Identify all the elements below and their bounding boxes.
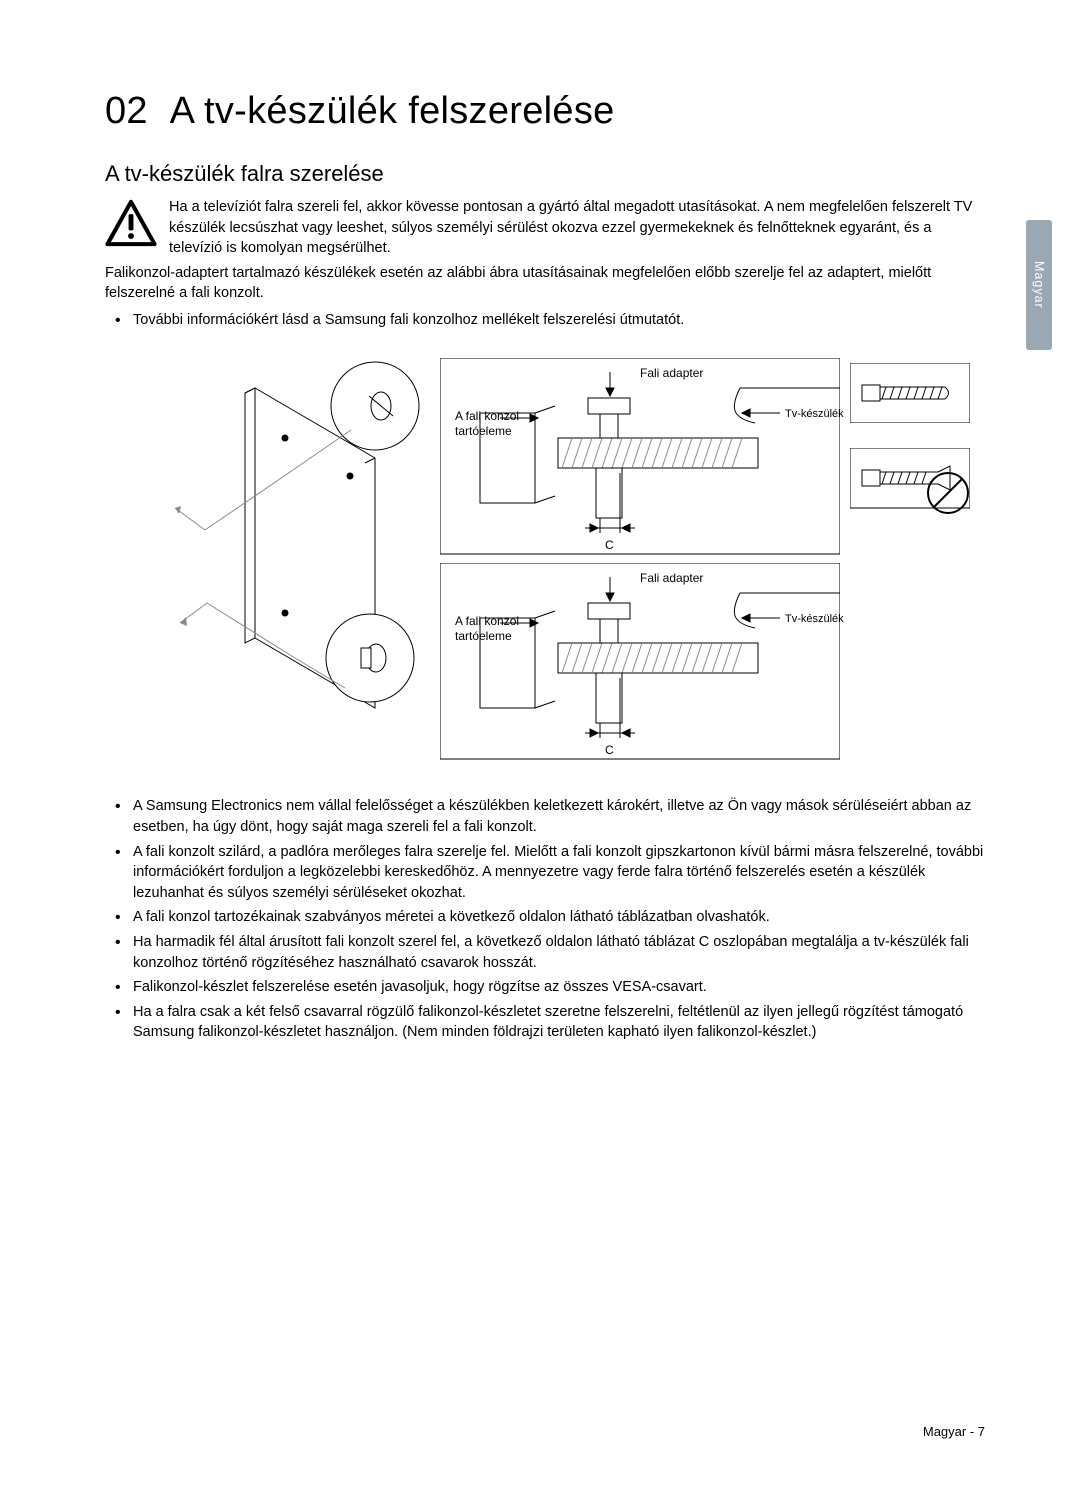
list-item: Falikonzol-készlet felszerelése esetén j…	[133, 977, 985, 998]
label-konzol-bottom-l2: tartóeleme	[455, 629, 512, 643]
diagram-detail-bottom	[440, 563, 840, 763]
bottom-bullet-list: A Samsung Electronics nem vállal felelős…	[105, 796, 985, 1042]
chapter-title: 02 A tv-készülék felszerelése	[105, 90, 985, 133]
diagram: Fali adapter A fali konzol tartóeleme Tv…	[105, 348, 985, 768]
diagram-detail-top	[440, 358, 840, 558]
chapter-title-text: A tv-készülék felszerelése	[170, 90, 615, 132]
side-language-tab: Magyar	[1026, 220, 1052, 350]
label-tv-top: Tv-készülék	[785, 408, 844, 420]
bolt-correct-icon	[850, 363, 970, 423]
list-item: Ha a falra csak a két felső csavarral rö…	[133, 1002, 985, 1043]
bullet-top: További információkért lásd a Samsung fa…	[133, 310, 985, 331]
label-konzol-bottom-l1: A fali konzol	[455, 614, 519, 628]
list-item: Ha harmadik fél által árusított fali kon…	[133, 932, 985, 973]
list-item: A fali konzol tartozékainak szabványos m…	[133, 907, 985, 928]
warning-text: Ha a televíziót falra szereli fel, akkor…	[169, 197, 985, 259]
label-fali-adapter-top: Fali adapter	[640, 366, 703, 380]
list-item: A Samsung Electronics nem vállal felelős…	[133, 796, 985, 837]
list-item: A fali konzolt szilárd, a padlóra merőle…	[133, 842, 985, 904]
page-footer: Magyar - 7	[923, 1424, 985, 1439]
bolt-incorrect-icon	[850, 448, 970, 516]
diagram-mount-plate	[145, 358, 455, 758]
label-konzol-top-l2: tartóeleme	[455, 424, 512, 438]
subtitle: A tv-készülék falra szerelése	[105, 161, 985, 187]
top-bullet-list: További információkért lásd a Samsung fa…	[105, 310, 985, 331]
warning-icon	[105, 199, 157, 247]
warning-block: Ha a televíziót falra szereli fel, akkor…	[105, 197, 985, 259]
label-c-top: C	[605, 538, 614, 552]
label-fali-adapter-bottom: Fali adapter	[640, 571, 703, 585]
label-c-bottom: C	[605, 743, 614, 757]
chapter-number: 02	[105, 90, 148, 132]
para-after-warning: Falikonzol-adaptert tartalmazó készüléke…	[105, 263, 985, 304]
label-tv-bottom: Tv-készülék	[785, 613, 844, 625]
label-konzol-top-l1: A fali konzol	[455, 409, 519, 423]
